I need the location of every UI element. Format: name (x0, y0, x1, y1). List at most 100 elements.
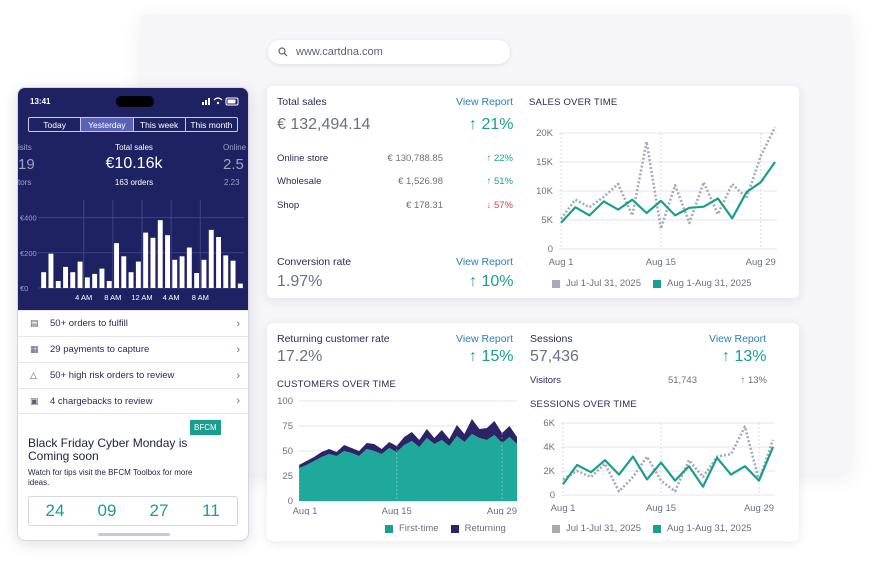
y-tick-label: 0 (288, 496, 293, 507)
x-tick-label: Aug 29 (744, 503, 774, 513)
total-sales-title: Total sales (277, 96, 327, 108)
bar (77, 261, 83, 288)
y-tick-label: 0 (548, 244, 553, 255)
x-tick-label: Aug 15 (382, 506, 412, 515)
total-sales-value: € 132,494.14 (277, 116, 371, 133)
promo-body: Watch for tips visit the BFCM Toolbox fo… (28, 468, 193, 487)
bar (41, 272, 47, 288)
y-tick-label: €0 (20, 284, 28, 293)
y-tick-label: 4K (543, 442, 555, 453)
x-tick-label: Aug 29 (487, 506, 517, 515)
sales-row-value: € 1,526.98 (398, 176, 443, 187)
camera-notch (116, 96, 154, 107)
bar (216, 237, 221, 288)
bar (237, 283, 243, 288)
bar (223, 255, 229, 288)
status-icons (202, 97, 239, 106)
returning-view-report-link[interactable]: View Report (456, 333, 514, 345)
returning-area (299, 419, 517, 468)
returning-value: 17.2% (277, 348, 323, 365)
bar (121, 256, 127, 288)
returning-card: Returning customer rate View Report 17.2… (267, 323, 799, 541)
task-label: 50+ orders to fulfill (50, 318, 128, 329)
sales-view-report-link[interactable]: View Report (456, 96, 514, 108)
countdown-minutes: 27 (149, 501, 169, 520)
sales-row-pct: ↑ 22% (486, 153, 513, 164)
task-chargebacks[interactable]: ▣ 4 chargebacks to review › (18, 388, 248, 414)
y-tick-label: 5K (541, 215, 553, 226)
bar (150, 237, 156, 288)
y-tick-label: 2K (543, 466, 555, 477)
task-label: 50+ high risk orders to review (50, 370, 175, 381)
card-icon: ▦ (30, 344, 39, 354)
sales-row-label: Shop (277, 200, 300, 211)
legend-curr-label: Aug 1-Aug 31, 2025 (667, 278, 752, 289)
x-tick-label: Aug 15 (646, 257, 676, 268)
bar (55, 281, 61, 288)
bar (70, 272, 76, 288)
tab-this-week[interactable]: This week (134, 118, 186, 131)
mobile-app: 13:41 Today Yesterday This week This mon… (17, 87, 249, 541)
y-tick-label: 0 (550, 490, 555, 501)
task-payments-to-capture[interactable]: ▦ 29 payments to capture › (18, 336, 248, 362)
bar (172, 259, 178, 288)
sales-card: Total sales View Report € 132,494.14 ↑ 2… (267, 86, 799, 298)
customers-legend: First-time Returning (385, 523, 506, 534)
bfcm-badge: BFCM (190, 420, 221, 435)
chevron-right-icon: › (236, 369, 240, 382)
legend-returning-label: Returning (464, 523, 506, 534)
bar (128, 272, 134, 288)
home-indicator (98, 533, 170, 536)
left-metric-label: visits (18, 143, 32, 152)
right-metric-value: 2.5 (223, 156, 244, 173)
legend-swatch-first (385, 524, 393, 533)
search-icon (278, 47, 288, 57)
sales-chart-title: SALES OVER TIME (529, 97, 618, 108)
x-tick-label: 8 AM (104, 293, 121, 302)
period-tabs: Today Yesterday This week This month (28, 117, 238, 132)
x-tick-label: Aug 29 (746, 257, 776, 268)
conversion-change: ↑ 10% (469, 273, 514, 290)
legend-swatch-curr (653, 524, 661, 533)
url-text: www.cartdna.com (296, 46, 383, 58)
x-tick-label: Aug 1 (551, 503, 576, 513)
x-tick-label: 12 AM (131, 293, 152, 302)
customers-chart-title: CUSTOMERS OVER TIME (277, 379, 397, 390)
legend-swatch-prev (552, 524, 560, 533)
left-metric-value: 19 (18, 156, 35, 173)
legend-prev-label: Jul 1-Jul 31, 2025 (566, 523, 641, 534)
sales-legend: Jul 1-Jul 31, 2025 Aug 1-Aug 31, 2025 (552, 278, 752, 289)
warning-icon: △ (30, 370, 37, 380)
tab-this-month[interactable]: This month (190, 119, 233, 130)
bar (230, 260, 236, 288)
chevron-right-icon: › (236, 317, 240, 330)
y-tick-label: 6K (543, 418, 555, 429)
bar (179, 256, 185, 288)
conversion-view-report-link[interactable]: View Report (456, 256, 514, 268)
bar (106, 281, 112, 288)
sessions-view-report-link[interactable]: View Report (709, 333, 767, 345)
sales-row-pct: ↑ 51% (486, 176, 513, 187)
sessions-change: ↑ 13% (722, 348, 767, 365)
sessions-chart-title: SESSIONS OVER TIME (530, 399, 637, 410)
bar (63, 266, 68, 288)
chevron-right-icon: › (236, 395, 240, 407)
y-tick-label: €200 (20, 249, 37, 258)
tab-yesterday[interactable]: Yesterday (81, 118, 134, 131)
url-bar[interactable]: www.cartdna.com (268, 40, 510, 64)
current-period-line (562, 446, 775, 488)
y-tick-label: 50 (282, 446, 293, 457)
bar (48, 253, 54, 288)
bar (135, 261, 141, 288)
countdown-days: 24 (45, 501, 65, 520)
sales-row-pct: ↓ 57% (486, 200, 513, 211)
visitors-label: Visitors (530, 375, 561, 386)
tab-today[interactable]: Today (29, 118, 82, 131)
y-tick-label: 10K (536, 186, 554, 197)
task-high-risk-orders[interactable]: △ 50+ high risk orders to review › (18, 362, 248, 388)
y-tick-label: 75 (282, 421, 293, 432)
y-tick-label: 20K (536, 128, 554, 139)
task-orders-to-fulfill[interactable]: ▤ 50+ orders to fulfill › (18, 310, 248, 336)
total-sales-change: ↑ 21% (469, 116, 514, 133)
sales-row-label: Wholesale (277, 176, 322, 187)
